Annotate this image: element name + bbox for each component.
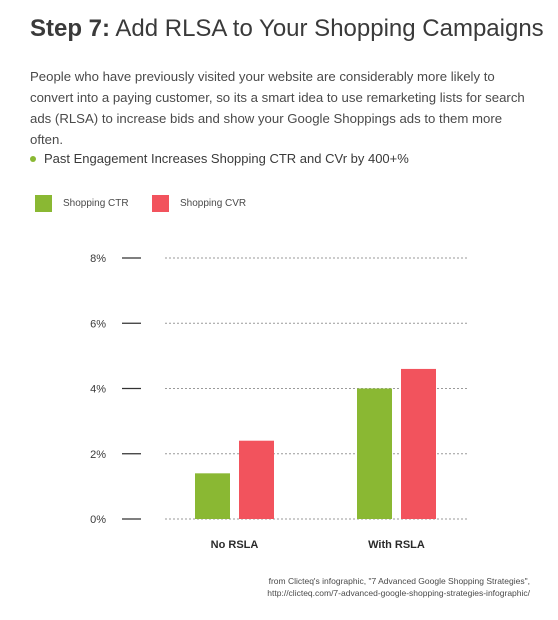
legend-swatch-cvr (152, 195, 169, 212)
x-category-label: With RSLA (368, 539, 425, 551)
y-tick-label: 4% (90, 384, 106, 396)
bar-cvr (401, 368, 436, 519)
y-tick-label: 6% (90, 318, 106, 330)
bullet-dot-icon (30, 155, 36, 162)
source-caption-line1: from Clicteq's infographic, "7 Advanced … (268, 576, 530, 586)
source-caption-url: http://clicteq.com/7-advanced-google-sho… (267, 588, 530, 598)
legend-swatch-ctr (35, 195, 52, 212)
y-tick-label: 8% (90, 253, 106, 265)
step-label: Step 7: (30, 15, 111, 42)
bar-cvr (239, 440, 274, 519)
y-tick-label: 0% (90, 514, 106, 526)
x-category-label: No RSLA (211, 539, 259, 551)
source-caption: from Clicteq's infographic, "7 Advanced … (110, 575, 530, 599)
page-title: Step 7: Add RLSA to Your Shopping Campai… (30, 14, 544, 44)
bar-ctr (357, 388, 392, 519)
bar-ctr (195, 473, 230, 519)
title-text: Add RLSA to Your Shopping Campaigns (115, 15, 544, 42)
key-finding: Past Engagement Increases Shopping CTR a… (30, 149, 530, 169)
bar-chart: 0% 2% 4% 6% 8% No RSLA With RSLA (90, 253, 468, 551)
key-finding-text: Past Engagement Increases Shopping CTR a… (44, 151, 409, 166)
y-tick-label: 2% (90, 449, 106, 461)
legend-label-ctr: Shopping CTR (63, 198, 129, 209)
legend-label-cvr: Shopping CVR (180, 198, 247, 209)
intro-paragraph: People who have previously visited your … (30, 69, 525, 147)
